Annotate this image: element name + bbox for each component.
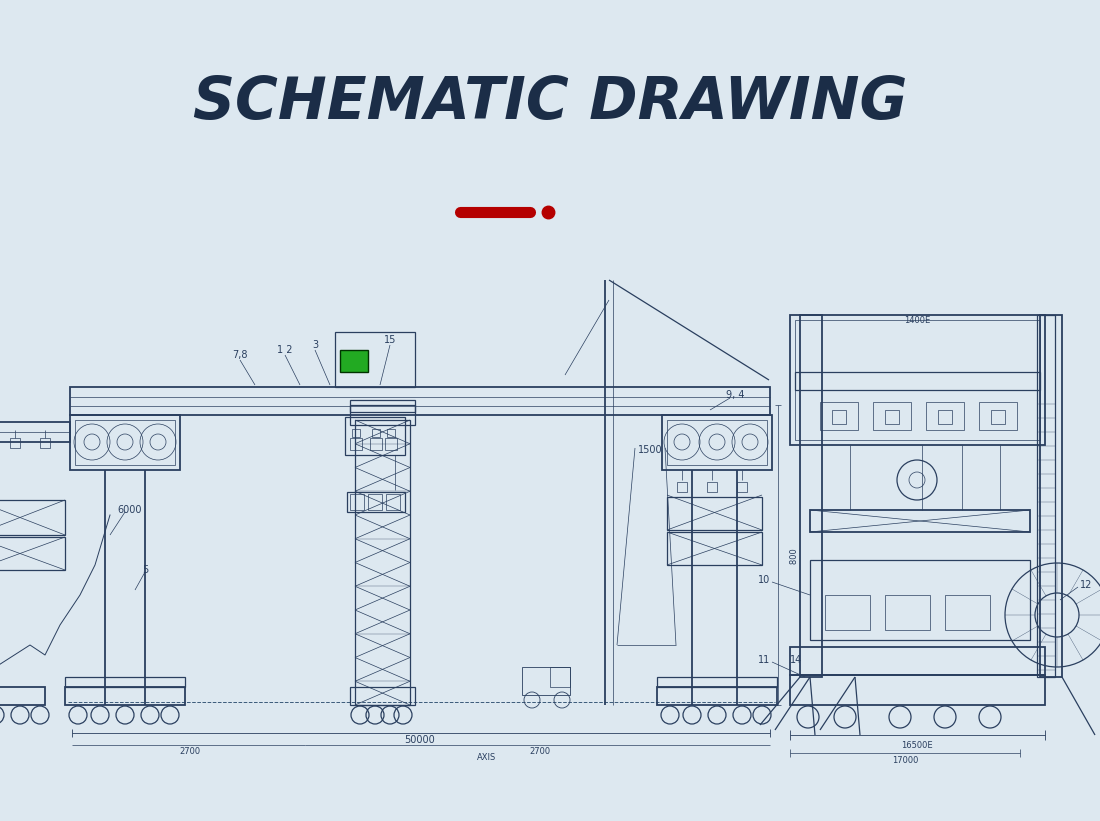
Bar [737, 482, 747, 492]
Text: 11: 11 [758, 655, 770, 665]
Bar [385, 438, 397, 450]
Text: 1 2: 1 2 [277, 345, 293, 355]
Bar [372, 429, 379, 437]
Bar [945, 595, 990, 630]
Bar [65, 687, 185, 705]
Bar [825, 595, 870, 630]
Bar [1040, 315, 1062, 677]
Bar [346, 492, 405, 512]
Text: 7,8: 7,8 [232, 350, 248, 360]
Text: 5: 5 [142, 565, 148, 575]
Bar [1037, 315, 1055, 677]
Text: 50000: 50000 [405, 735, 436, 745]
Bar [662, 415, 772, 470]
Bar [336, 332, 415, 387]
Bar [350, 687, 415, 705]
Bar [10, 438, 20, 448]
Bar [0, 687, 45, 705]
Bar [0, 500, 65, 535]
Bar [979, 402, 1018, 430]
Bar [810, 560, 1030, 640]
Bar [795, 372, 1040, 390]
Bar [65, 677, 185, 687]
Bar [352, 429, 360, 437]
Bar [522, 667, 570, 695]
Bar [790, 647, 1045, 675]
Text: 3: 3 [312, 340, 318, 350]
Bar [810, 510, 1030, 532]
Bar [795, 320, 1040, 440]
Bar [657, 677, 777, 687]
Bar [345, 417, 405, 455]
Bar [40, 438, 49, 448]
Bar [873, 402, 911, 430]
Text: 16500E: 16500E [901, 741, 933, 750]
Bar [350, 438, 362, 450]
Bar [350, 405, 415, 425]
Bar [75, 420, 175, 465]
Bar [70, 387, 770, 415]
Bar [370, 438, 382, 450]
Bar [350, 400, 415, 412]
Bar [926, 402, 964, 430]
Bar [667, 420, 767, 465]
Bar [340, 350, 368, 372]
Bar [657, 687, 777, 705]
Bar [355, 420, 410, 705]
Text: 1400E: 1400E [904, 315, 931, 324]
Bar [886, 410, 899, 424]
Text: 2700: 2700 [179, 746, 200, 755]
Bar [0, 422, 70, 442]
Bar [387, 429, 395, 437]
Bar [70, 415, 180, 470]
Bar [800, 315, 822, 677]
Text: 1500: 1500 [638, 445, 662, 455]
Bar [667, 497, 762, 530]
Text: 6000: 6000 [118, 505, 142, 515]
Bar [0, 537, 65, 570]
Bar [790, 315, 1045, 445]
Text: 9, 4: 9, 4 [726, 390, 745, 400]
Text: 2700: 2700 [529, 746, 551, 755]
Bar [368, 494, 382, 510]
Bar [790, 675, 1045, 705]
Bar [386, 494, 400, 510]
Text: 15: 15 [384, 335, 396, 345]
Text: AXIS: AXIS [477, 753, 496, 762]
Bar [938, 410, 952, 424]
Bar [886, 595, 929, 630]
Text: 17000: 17000 [892, 755, 918, 764]
Bar [707, 482, 717, 492]
Bar [832, 410, 846, 424]
Text: SCHEMATIC DRAWING: SCHEMATIC DRAWING [192, 74, 907, 131]
Text: 800: 800 [790, 548, 799, 572]
Bar [550, 667, 570, 687]
Bar [667, 532, 762, 565]
Text: 12: 12 [1080, 580, 1092, 590]
Bar [820, 402, 858, 430]
Text: 10: 10 [758, 575, 770, 585]
Text: 14: 14 [790, 655, 802, 665]
Bar [676, 482, 688, 492]
Bar [991, 410, 1005, 424]
Bar [350, 494, 364, 510]
